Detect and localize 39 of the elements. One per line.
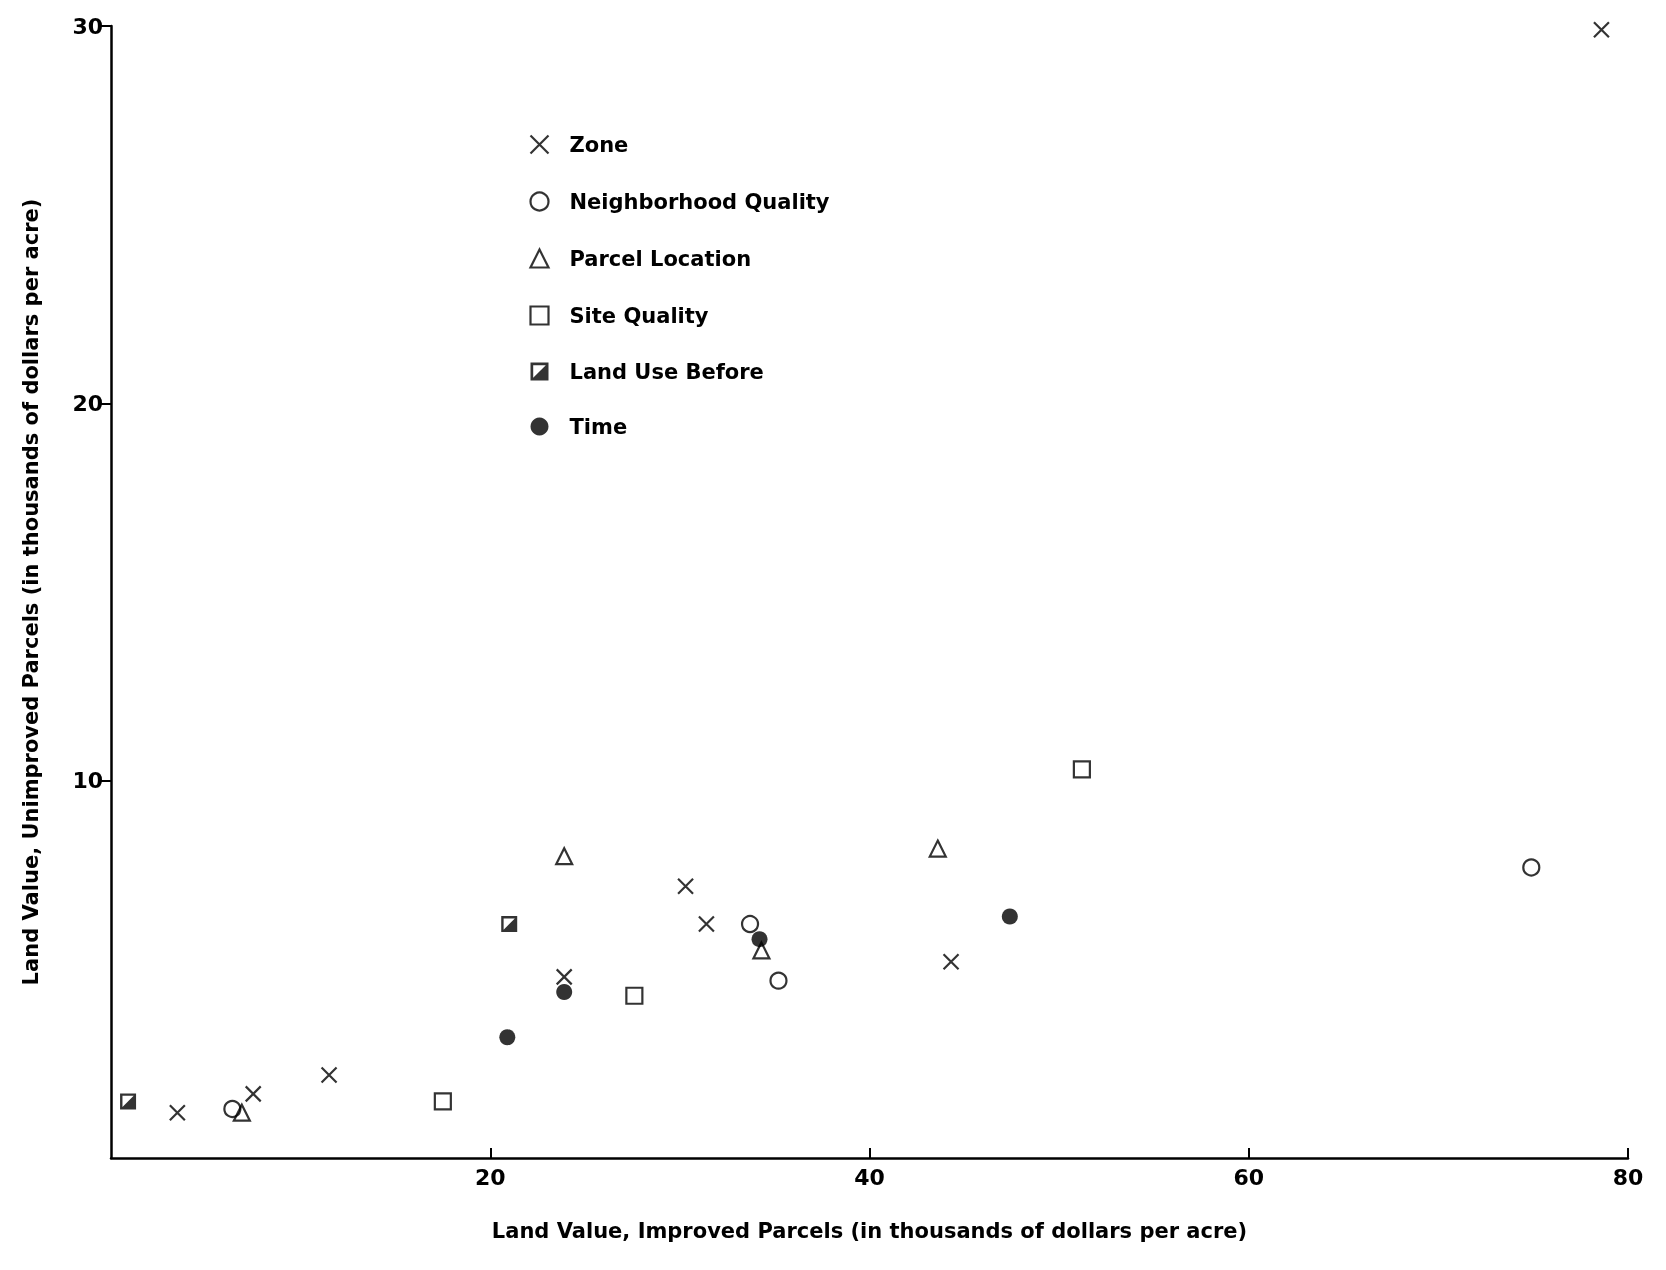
point [1522,858,1541,877]
legend-label: Land Use Before [569,359,764,384]
point [1592,21,1611,39]
x-tick-label: 60 [1233,1164,1265,1190]
legend-label: Parcel Location [569,246,752,271]
y-tick-label: 10 [72,768,103,794]
x-tick-label: 80 [1612,1164,1644,1190]
point [555,968,573,986]
point [244,1085,262,1103]
point [499,1029,516,1046]
x-tick-label: 40 [854,1164,885,1190]
point [556,983,573,1000]
point [223,1099,242,1119]
point [320,1066,338,1084]
point [555,847,574,866]
point [232,1103,251,1122]
point [1072,760,1091,779]
point [942,953,960,971]
x-axis-title: Land Value, Improved Parcels (in thousands of dollars per acre) [491,1218,1248,1243]
point [433,1092,452,1111]
point [501,916,518,933]
y-tick-label: 30 [72,13,103,39]
legend-label: Zone [569,132,629,157]
y-axis-title: Land Value, Unimproved Parcels (in thousands of dollars per acre) [18,198,43,986]
point [751,931,768,948]
point [1001,908,1018,925]
legend-label: Site Quality [569,303,709,328]
point [697,915,716,933]
point [625,986,644,1005]
point [769,971,788,990]
x-tick-label: 20 [474,1164,506,1190]
point [120,1093,137,1110]
legend-label: Neighborhood Quality [569,189,830,214]
legend-label: Time [569,414,628,439]
point [168,1104,186,1122]
y-tick-label: 20 [72,390,103,416]
point [928,839,947,858]
point [740,914,760,934]
point [676,877,695,895]
